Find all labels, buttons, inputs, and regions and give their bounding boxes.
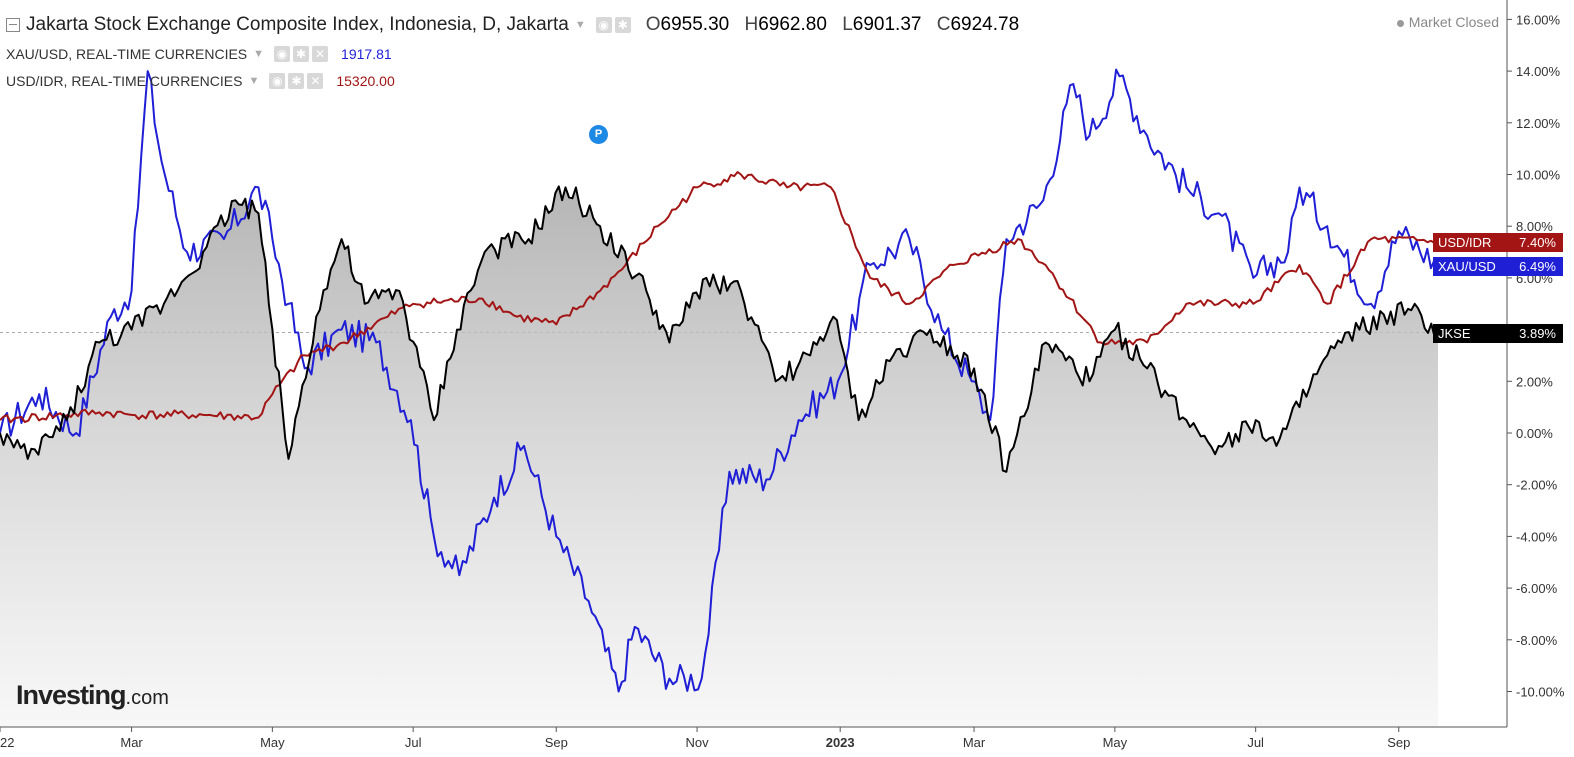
series-line-jkse[interactable] bbox=[0, 185, 1439, 473]
main-title-row: Jakarta Stock Exchange Composite Index, … bbox=[6, 10, 1027, 40]
gear-icon[interactable]: ✱ bbox=[288, 72, 305, 89]
legend-row-xauusd[interactable]: XAU/USD, REAL-TIME CURRENCIES ▼ ◉ ✱ ✕ 19… bbox=[6, 40, 1027, 67]
y-tick-label: 12.00% bbox=[1516, 116, 1561, 131]
legend-value-usdidr: 15320.00 bbox=[336, 72, 395, 89]
low-label: L bbox=[842, 14, 853, 35]
end-label-name-xauusd: XAU/USD bbox=[1438, 259, 1496, 274]
collapse-icon[interactable] bbox=[6, 18, 20, 32]
eye-icon[interactable]: ◉ bbox=[274, 45, 291, 62]
end-label-value-jkse: 3.89% bbox=[1519, 326, 1556, 341]
legend-name-usdidr: USD/IDR, REAL-TIME CURRENCIES bbox=[6, 72, 243, 89]
y-tick-label: -8.00% bbox=[1516, 633, 1558, 648]
y-tick-label: -4.00% bbox=[1516, 529, 1558, 544]
x-tick-label: Jul bbox=[1247, 735, 1264, 750]
legend-value-xauusd: 1917.81 bbox=[341, 45, 392, 62]
chevron-down-icon[interactable]: ▼ bbox=[248, 74, 260, 87]
market-status-text: Market Closed bbox=[1408, 14, 1499, 30]
eye-icon[interactable]: ◉ bbox=[269, 72, 286, 89]
close-icon[interactable]: ✕ bbox=[312, 45, 329, 62]
end-label-value-usdidr: 7.40% bbox=[1519, 235, 1556, 250]
chart-title: Jakarta Stock Exchange Composite Index, … bbox=[26, 14, 569, 35]
end-label-box-usdidr bbox=[1433, 233, 1563, 252]
x-tick-label: Mar bbox=[120, 735, 143, 750]
x-tick-label: May bbox=[1103, 735, 1128, 750]
y-tick-label: 8.00% bbox=[1516, 219, 1553, 234]
event-marker-p[interactable]: P bbox=[589, 125, 608, 144]
series-area-jkse bbox=[0, 186, 1438, 727]
low-value: 6901.37 bbox=[852, 14, 922, 35]
chevron-down-icon[interactable]: ▼ bbox=[253, 47, 265, 60]
status-dot-icon bbox=[1396, 19, 1404, 27]
x-tick-label: Mar bbox=[963, 735, 986, 750]
area-layer bbox=[0, 186, 1438, 727]
y-tick-label: 0.00% bbox=[1516, 426, 1553, 441]
high-value: 6962.80 bbox=[758, 14, 827, 35]
ohlc-values: O6955.30 H6962.80 L6901.37 C6924.78 bbox=[644, 14, 1027, 36]
logo-suffix: .com bbox=[125, 687, 169, 709]
logo-main: Investing bbox=[16, 680, 127, 710]
y-tick-label: -2.00% bbox=[1516, 478, 1558, 493]
series-layer bbox=[0, 68, 1439, 693]
eye-icon[interactable]: ◉ bbox=[595, 17, 612, 33]
open-label: O bbox=[645, 14, 661, 35]
market-status: Market Closed bbox=[1396, 14, 1499, 30]
gear-icon[interactable]: ✱ bbox=[614, 17, 631, 33]
y-tick-label: -10.00% bbox=[1516, 685, 1565, 700]
x-tick-label: Sep bbox=[545, 735, 568, 750]
legend-row-usdidr[interactable]: USD/IDR, REAL-TIME CURRENCIES ▼ ◉ ✱ ✕ 15… bbox=[6, 67, 1027, 94]
end-labels-layer: XAU/USD 6.49% USD/IDR 7.40% JKSE 3.89% bbox=[1433, 233, 1563, 343]
close-value: 6924.78 bbox=[950, 14, 1020, 35]
series-line-usdidr[interactable] bbox=[0, 171, 1439, 424]
x-tick-label: 22 bbox=[0, 735, 14, 750]
y-tick-label: -6.00% bbox=[1516, 581, 1558, 596]
end-label-value-xauusd: 6.49% bbox=[1519, 259, 1556, 274]
y-tick-label: 14.00% bbox=[1516, 64, 1561, 79]
chevron-down-icon[interactable]: ▼ bbox=[574, 19, 586, 31]
x-tick-label: Jul bbox=[405, 735, 422, 750]
high-label: H bbox=[744, 14, 759, 35]
gear-icon[interactable]: ✱ bbox=[293, 45, 310, 62]
end-label-name-usdidr: USD/IDR bbox=[1438, 235, 1491, 250]
end-label-box-jkse bbox=[1433, 324, 1563, 343]
x-tick-label: 2023 bbox=[826, 735, 855, 750]
end-label-box-xauusd bbox=[1433, 257, 1563, 276]
close-label: C bbox=[936, 14, 951, 35]
x-tick-label: Sep bbox=[1387, 735, 1410, 750]
chart-legend: Jakarta Stock Exchange Composite Index, … bbox=[6, 10, 1027, 94]
close-icon[interactable]: ✕ bbox=[307, 72, 324, 89]
investing-logo: Investing.com bbox=[16, 680, 169, 711]
end-label-name-jkse: JKSE bbox=[1438, 326, 1471, 341]
legend-name-xauusd: XAU/USD, REAL-TIME CURRENCIES bbox=[6, 45, 248, 62]
y-tick-label: 10.00% bbox=[1516, 168, 1561, 183]
open-value: 6955.30 bbox=[660, 14, 730, 35]
x-tick-label: May bbox=[260, 735, 285, 750]
y-tick-label: 2.00% bbox=[1516, 374, 1553, 389]
x-tick-label: Nov bbox=[686, 735, 710, 750]
series-line-xauusd[interactable] bbox=[0, 68, 1439, 693]
y-tick-label: 16.00% bbox=[1516, 12, 1561, 27]
